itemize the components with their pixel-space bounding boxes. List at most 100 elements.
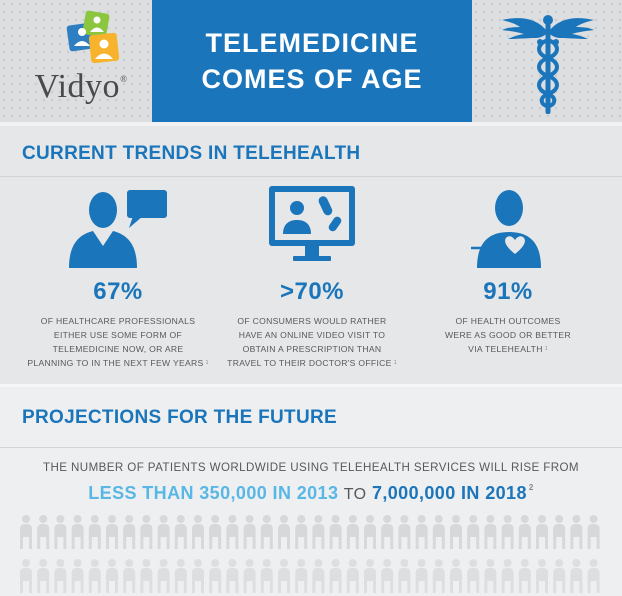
person-icon xyxy=(295,559,308,593)
person-icon xyxy=(346,559,359,593)
footnote-marker: 2 xyxy=(528,483,534,492)
person-icon xyxy=(209,559,222,593)
trends-section: CURRENT TRENDS IN TELEHEALTH 67% OF HEAL… xyxy=(0,122,622,384)
stat-card-outcomes: 91% OF HEALTH OUTCOMES WERE AS GOOD OR B… xyxy=(408,182,608,356)
person-icon xyxy=(312,515,325,549)
person-icon xyxy=(260,559,273,593)
stat-card-professionals: 67% OF HEALTHCARE PROFESSIONALS EITHER U… xyxy=(18,182,218,370)
person-icon xyxy=(37,515,50,549)
person-icon xyxy=(88,559,101,593)
trends-section-title: CURRENT TRENDS IN TELEHEALTH xyxy=(22,143,361,164)
person-icon xyxy=(398,515,411,549)
stat-value-outcomes: 91% xyxy=(483,278,533,305)
person-icon xyxy=(398,559,411,593)
person-icon xyxy=(20,515,32,549)
person-icon xyxy=(587,515,600,549)
person-icon xyxy=(106,515,118,549)
person-icon xyxy=(243,515,256,549)
person-icon xyxy=(123,559,136,593)
person-icon xyxy=(71,515,84,549)
person-icon xyxy=(209,515,222,549)
projection-from-value: LESS THAN 350,000 IN 2013 xyxy=(88,483,339,503)
divider xyxy=(0,447,622,448)
stat-description-outcomes: OF HEALTH OUTCOMES WERE AS GOOD OR BETTE… xyxy=(445,316,571,354)
person-icon xyxy=(174,559,187,593)
person-icon xyxy=(381,559,394,593)
video-visit-monitor-icon xyxy=(269,186,355,261)
projections-section: PROJECTIONS FOR THE FUTURE THE NUMBER OF… xyxy=(0,384,622,596)
person-icon xyxy=(467,559,480,593)
person-icon xyxy=(432,559,445,593)
projection-statement: THE NUMBER OF PATIENTS WORLDWIDE USING T… xyxy=(43,461,579,474)
person-icon xyxy=(260,515,273,549)
person-icon xyxy=(329,515,342,549)
person-icon xyxy=(501,559,514,593)
stat-description-professionals: OF HEALTHCARE PROFESSIONALS EITHER USE S… xyxy=(27,316,209,368)
person-icon xyxy=(415,559,428,593)
person-icon xyxy=(364,559,376,593)
person-icon xyxy=(54,515,67,549)
person-icon xyxy=(140,559,153,593)
header: Vidyo® TELEMEDICINE COMES OF AGE xyxy=(0,0,622,122)
person-icon xyxy=(364,515,376,549)
person-icon xyxy=(329,559,342,593)
person-icon xyxy=(570,515,583,549)
footnote-marker: 1 xyxy=(205,360,209,366)
projection-to-word: TO xyxy=(343,486,367,503)
person-icon xyxy=(140,515,153,549)
person-icon xyxy=(226,515,239,549)
person-icon xyxy=(295,515,308,549)
person-icon xyxy=(106,559,118,593)
person-icon xyxy=(518,559,531,593)
person-icon xyxy=(278,515,290,549)
caduceus-icon xyxy=(502,15,594,114)
person-icon xyxy=(243,559,256,593)
person-icon xyxy=(88,515,101,549)
person-icon xyxy=(536,515,548,549)
divider xyxy=(0,176,622,177)
person-icon xyxy=(518,515,531,549)
person-icon xyxy=(37,559,50,593)
stat-description-consumers: OF CONSUMERS WOULD RATHER HAVE AN ONLINE… xyxy=(227,316,397,368)
person-icon xyxy=(570,559,583,593)
person-icon xyxy=(54,559,67,593)
person-icon xyxy=(312,559,325,593)
person-icon xyxy=(450,515,462,549)
person-icon xyxy=(536,559,548,593)
person-icon xyxy=(226,559,239,593)
patient-heart-icon xyxy=(471,190,541,268)
person-icon xyxy=(174,515,187,549)
person-icon xyxy=(192,559,204,593)
professional-chat-icon xyxy=(69,190,167,268)
vidyo-logo-text: Vidyo® xyxy=(34,68,128,105)
vidyo-logo-icon xyxy=(66,10,120,64)
stat-value-consumers: >70% xyxy=(279,278,345,305)
person-icon xyxy=(450,559,462,593)
person-icon xyxy=(157,515,170,549)
page-title-line-2: COMES OF AGE xyxy=(201,64,423,94)
person-icon xyxy=(553,515,566,549)
person-icon xyxy=(123,515,136,549)
page-title-line-1: TELEMEDICINE xyxy=(205,28,419,58)
person-icon xyxy=(553,559,566,593)
footnote-marker: 1 xyxy=(393,360,397,366)
person-icon xyxy=(71,559,84,593)
person-icon xyxy=(192,515,204,549)
footnote-marker: 1 xyxy=(544,346,548,352)
patient-crowd-illustration xyxy=(20,515,600,593)
stat-value-professionals: 67% xyxy=(93,278,143,305)
person-icon xyxy=(381,515,394,549)
person-icon xyxy=(484,559,497,593)
stat-card-consumers: >70% OF CONSUMERS WOULD RATHER HAVE AN O… xyxy=(212,182,412,370)
person-icon xyxy=(20,559,32,593)
person-icon xyxy=(346,515,359,549)
person-icon xyxy=(157,559,170,593)
person-icon xyxy=(587,559,600,593)
person-icon xyxy=(432,515,445,549)
person-icon xyxy=(467,515,480,549)
person-icon xyxy=(501,515,514,549)
person-icon xyxy=(415,515,428,549)
projection-figures: LESS THAN 350,000 IN 2013 TO 7,000,000 I… xyxy=(0,483,622,504)
person-icon xyxy=(484,515,497,549)
